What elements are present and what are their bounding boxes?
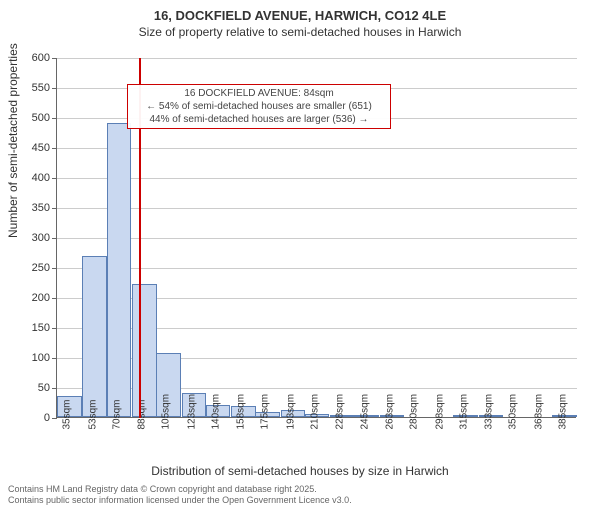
ytick-mark (52, 178, 57, 179)
gridline (57, 58, 577, 59)
ytick-label: 600 (10, 52, 50, 64)
annotation-box: 16 DOCKFIELD AVENUE: 84sqm← 54% of semi-… (127, 84, 391, 129)
annotation-line: 44% of semi-detached houses are larger (… (132, 113, 386, 126)
ytick-label: 550 (10, 82, 50, 94)
footer-attribution: Contains HM Land Registry data © Crown c… (8, 484, 352, 506)
ytick-label: 0 (10, 412, 50, 424)
chart-title: 16, DOCKFIELD AVENUE, HARWICH, CO12 4LE (0, 8, 600, 23)
ytick-label: 350 (10, 202, 50, 214)
ytick-label: 450 (10, 142, 50, 154)
histogram-bar (107, 123, 132, 417)
ytick-mark (52, 88, 57, 89)
ytick-mark (52, 298, 57, 299)
ytick-mark (52, 418, 57, 419)
gridline (57, 148, 577, 149)
ytick-label: 250 (10, 262, 50, 274)
ytick-label: 500 (10, 112, 50, 124)
histogram-bar (82, 256, 107, 417)
ytick-label: 200 (10, 292, 50, 304)
gridline (57, 178, 577, 179)
gridline (57, 238, 577, 239)
ytick-label: 150 (10, 322, 50, 334)
gridline (57, 208, 577, 209)
ytick-mark (52, 148, 57, 149)
ytick-label: 50 (10, 382, 50, 394)
ytick-label: 300 (10, 232, 50, 244)
ytick-label: 400 (10, 172, 50, 184)
annotation-line: ← 54% of semi-detached houses are smalle… (132, 100, 386, 113)
chart-subtitle: Size of property relative to semi-detach… (0, 25, 600, 39)
ytick-label: 100 (10, 352, 50, 364)
x-axis-label: Distribution of semi-detached houses by … (0, 464, 600, 478)
ytick-mark (52, 118, 57, 119)
ytick-mark (52, 268, 57, 269)
ytick-mark (52, 58, 57, 59)
ytick-mark (52, 208, 57, 209)
ytick-mark (52, 238, 57, 239)
plot-region: 05010015020025030035040045050055060035sq… (56, 58, 576, 418)
chart-area: 05010015020025030035040045050055060035sq… (56, 58, 576, 418)
footer-line: Contains public sector information licen… (8, 495, 352, 506)
footer-line: Contains HM Land Registry data © Crown c… (8, 484, 352, 495)
annotation-line: 16 DOCKFIELD AVENUE: 84sqm (132, 87, 386, 100)
ytick-mark (52, 388, 57, 389)
ytick-mark (52, 358, 57, 359)
gridline (57, 268, 577, 269)
ytick-mark (52, 328, 57, 329)
histogram-bar (132, 284, 157, 417)
